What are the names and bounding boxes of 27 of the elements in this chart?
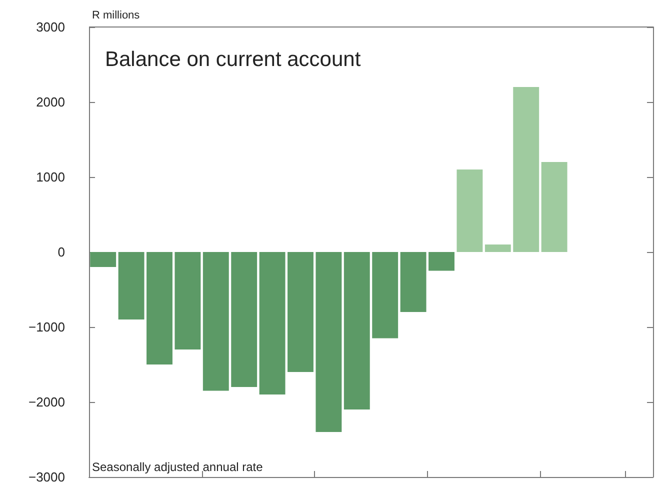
- bar: [118, 252, 144, 320]
- bar: [174, 252, 201, 350]
- y-tick-label: −1000: [28, 320, 65, 334]
- y-tick-label: 2000: [36, 94, 65, 110]
- y-tick-label: 0: [58, 244, 65, 260]
- bar: [202, 252, 229, 391]
- bar: [541, 162, 568, 252]
- y-tick-label: −2000: [28, 394, 65, 410]
- bar: [400, 252, 426, 312]
- bar: [90, 252, 116, 267]
- y-tick-label: −3000: [28, 470, 65, 484]
- y-axis-title: R millions: [92, 10, 140, 22]
- text: Balance on current account: [105, 48, 361, 71]
- bar: [428, 252, 454, 271]
- bar: [316, 252, 342, 432]
- bar: [456, 170, 483, 252]
- bar: [146, 252, 172, 364]
- y-tick-label: 3000: [36, 20, 65, 34]
- y-tick-label: 1000: [36, 170, 65, 184]
- bar: [372, 252, 398, 338]
- bar: [231, 252, 258, 387]
- bar: [513, 87, 540, 252]
- bar: [484, 244, 511, 252]
- bar: [288, 252, 314, 372]
- annotation: Seasonally adjusted annual rate: [92, 460, 264, 474]
- bar: [344, 252, 370, 410]
- bar: [259, 252, 286, 394]
